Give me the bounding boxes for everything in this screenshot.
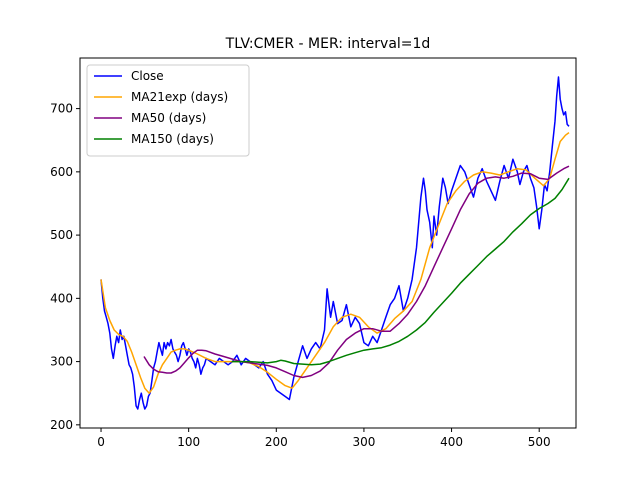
legend-label: Close — [131, 69, 164, 83]
legend-label: MA50 (days) — [131, 111, 206, 125]
y-tick-label: 600 — [50, 165, 73, 179]
y-tick-label: 500 — [50, 228, 73, 242]
x-tick-label: 300 — [352, 435, 375, 449]
legend-label: MA21exp (days) — [131, 90, 228, 104]
y-tick-label: 400 — [50, 291, 73, 305]
x-tick-label: 500 — [528, 435, 551, 449]
y-tick-label: 200 — [50, 418, 73, 432]
series-line-2 — [143, 165, 570, 379]
x-axis: 0 100 200 300 400 500 — [97, 428, 551, 449]
series-line-3 — [231, 177, 570, 366]
x-tick-label: 400 — [440, 435, 463, 449]
y-tick-label: 300 — [50, 355, 73, 369]
legend: Close MA21exp (days) MA50 (days) MA150 (day… — [86, 64, 250, 157]
legend-box — [86, 64, 250, 157]
series-line-0 — [100, 76, 570, 410]
x-tick-label: 0 — [97, 435, 105, 449]
x-tick-label: 100 — [177, 435, 200, 449]
plot-frame — [79, 57, 577, 429]
y-tick-label: 700 — [50, 102, 73, 116]
series-layer — [100, 76, 570, 410]
legend-label: MA150 (days) — [131, 132, 214, 146]
x-tick-label: 200 — [265, 435, 288, 449]
series-line-1 — [100, 131, 570, 394]
y-axis: 200 300 400 500 600 700 — [50, 102, 80, 432]
chart-title: TLV:CMER - MER: interval=1d — [225, 36, 431, 52]
